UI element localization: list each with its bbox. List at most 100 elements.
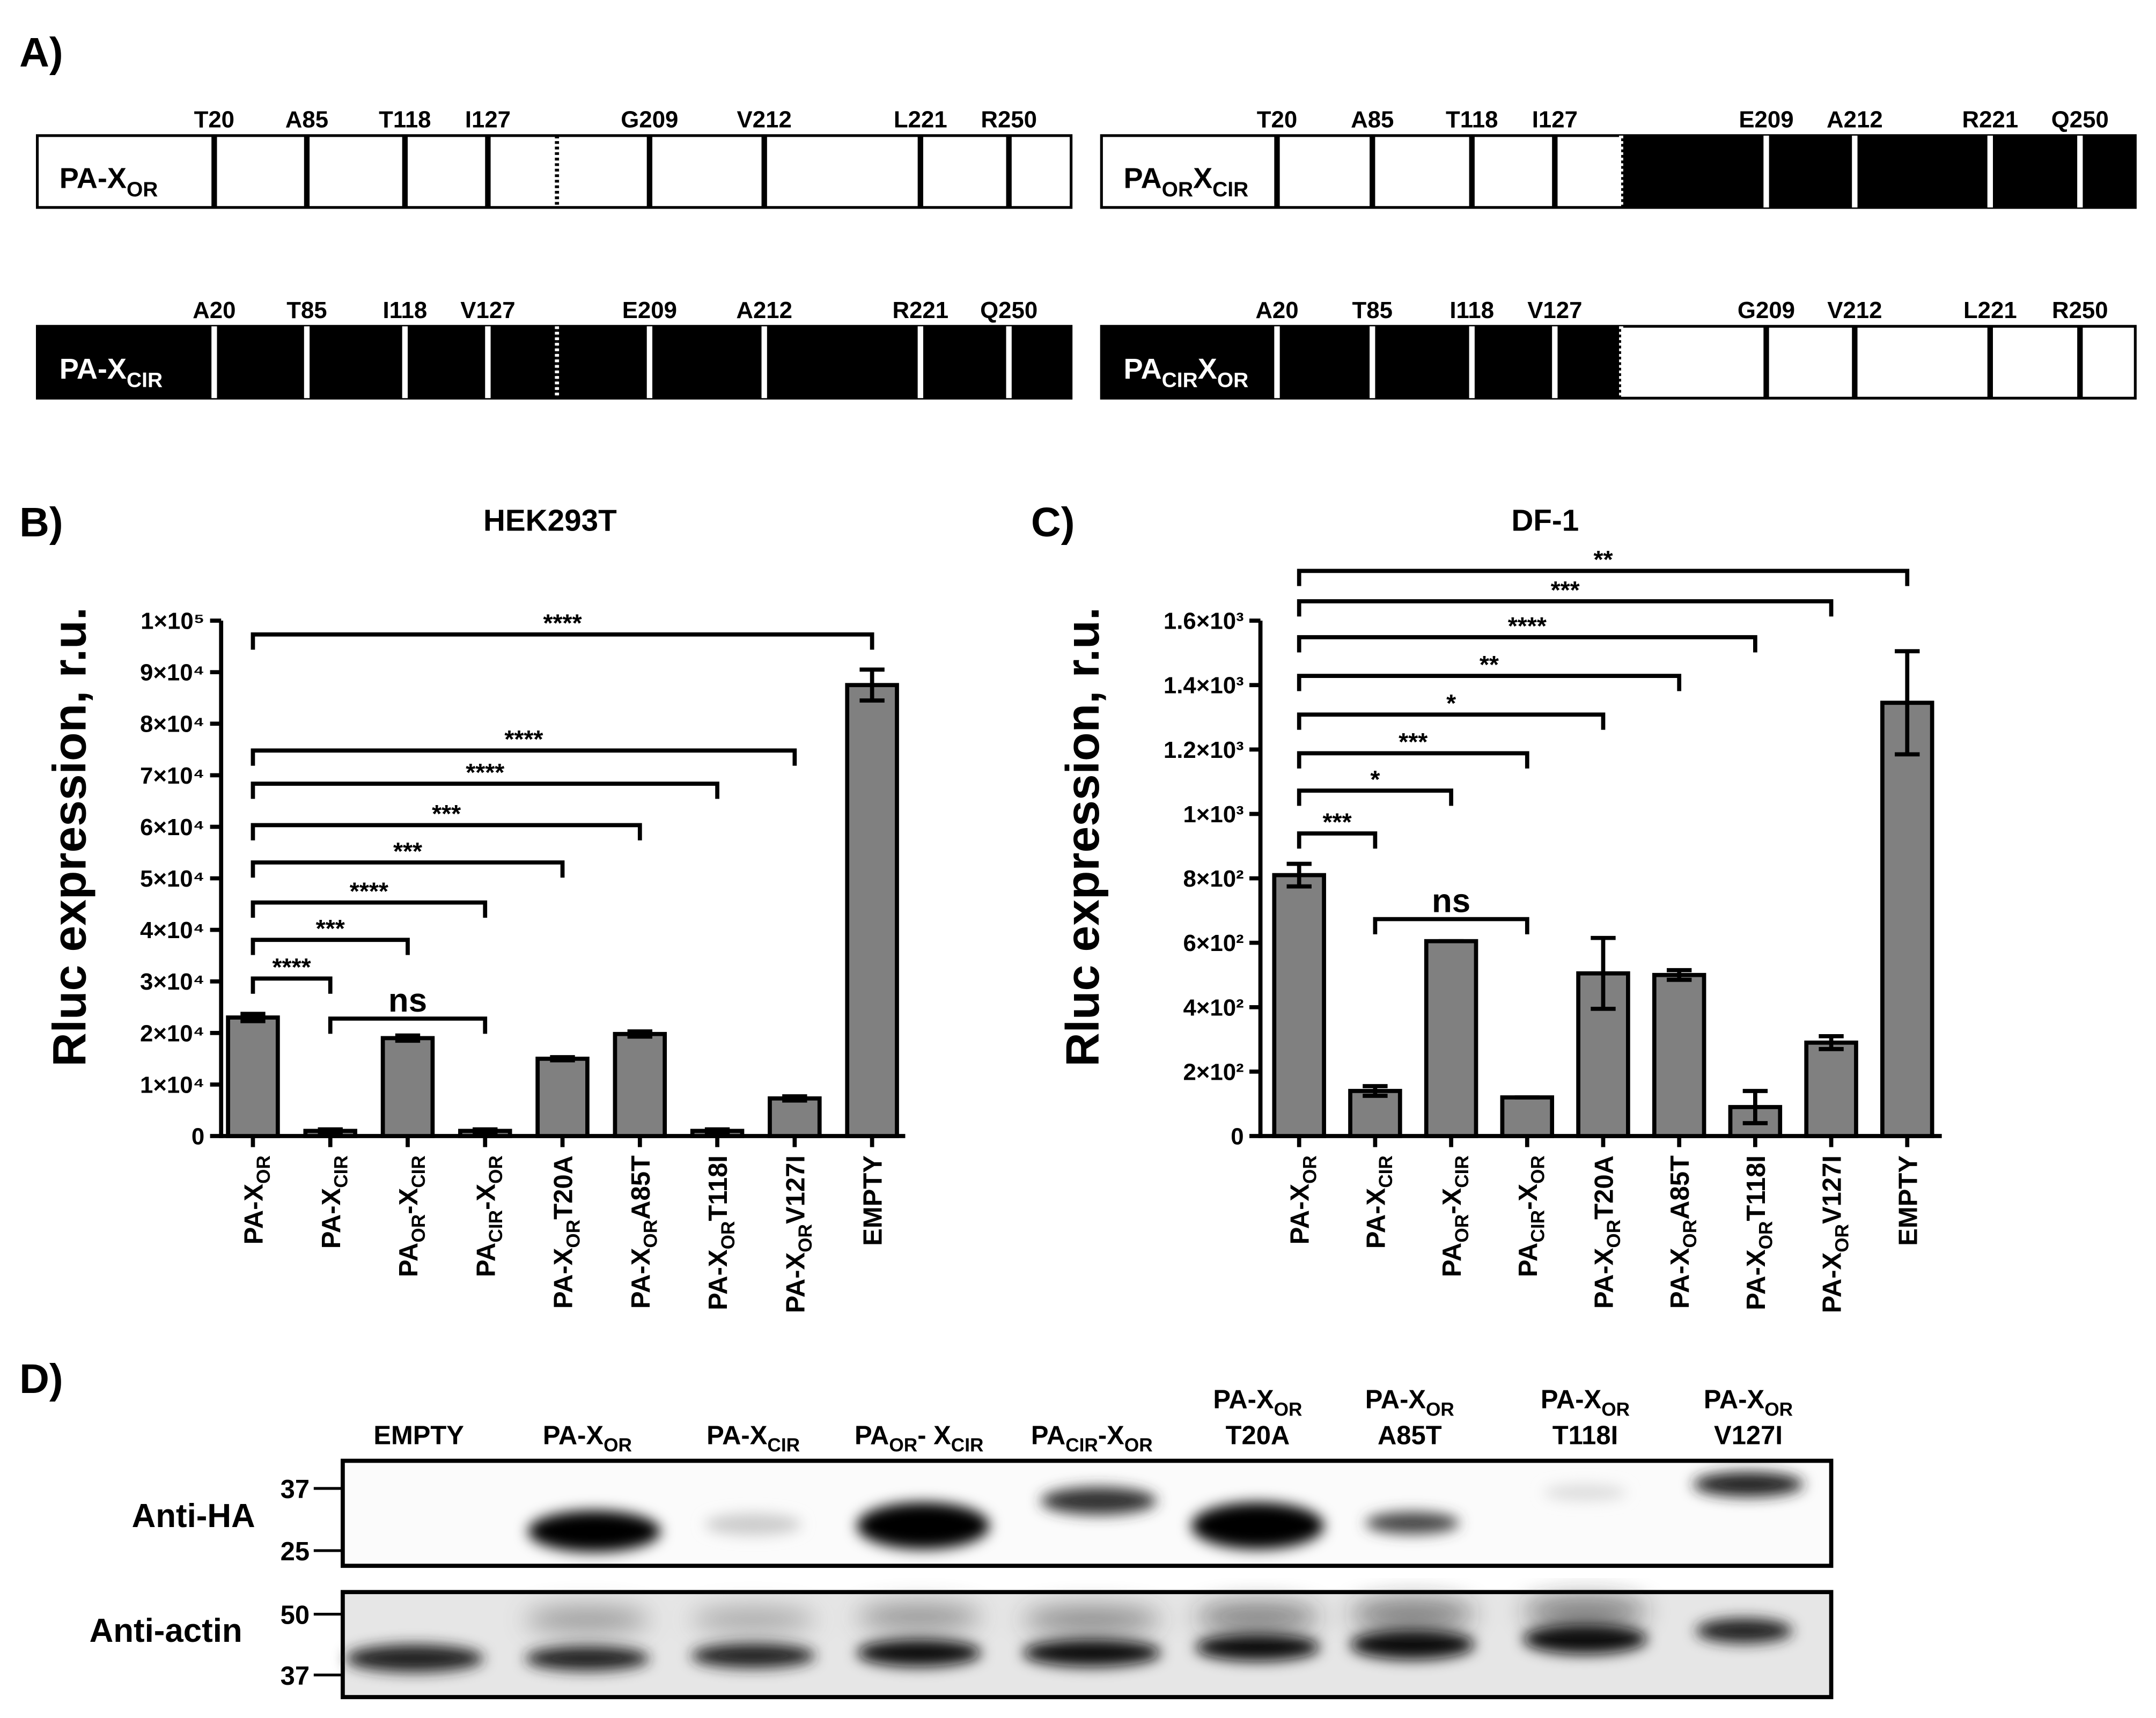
text-part: T118I	[1552, 1421, 1618, 1450]
text-part: PA-X	[60, 163, 127, 195]
band	[691, 1609, 816, 1631]
text-part: PA-X	[60, 353, 127, 385]
significance-label: ****	[1508, 612, 1547, 640]
text-part: PA-X	[1286, 1184, 1315, 1245]
mutation-label: T85	[1352, 297, 1393, 323]
x-tick-label: PAOR-XCIR	[1438, 1155, 1473, 1277]
lane-label: PA-XOR	[1541, 1385, 1630, 1420]
y-tick-label: 2×10²	[1183, 1059, 1243, 1085]
lane-label: T118I	[1552, 1421, 1618, 1450]
y-tick-label: 2×10⁴	[140, 1020, 204, 1046]
mutation-label: Q250	[980, 297, 1037, 323]
text-part: X	[1198, 353, 1217, 385]
band	[704, 1513, 802, 1536]
text-part: OR	[1603, 1220, 1624, 1248]
panel-letter: B)	[19, 499, 63, 545]
significance-label: ns	[1432, 883, 1470, 920]
text-part: CIR	[767, 1435, 800, 1456]
mutation-label: G209	[621, 106, 678, 132]
mutation-label: A85	[1351, 106, 1394, 132]
lane-label: PA-XOR	[543, 1421, 632, 1456]
y-axis-label: Rluc expression, r.u.	[1056, 607, 1109, 1067]
text-part: PA	[472, 1243, 501, 1277]
error-bar	[395, 1033, 421, 1043]
text-part: PA	[1514, 1243, 1543, 1277]
x-tick-label: PAOR-XCIR	[394, 1155, 429, 1277]
construct-name: PA-XCIR	[60, 353, 163, 392]
segment	[557, 326, 1071, 399]
size-marker: 25	[281, 1537, 310, 1566]
text-part: EMPTY	[859, 1155, 888, 1246]
band	[691, 1643, 816, 1668]
y-tick-label: 1×10⁵	[141, 608, 204, 635]
text-part: PA	[1124, 353, 1162, 385]
lane-label: PAOR- XCIR	[855, 1421, 983, 1456]
y-tick-label: 5×10⁴	[140, 866, 204, 892]
row-label: Anti-actin	[90, 1612, 242, 1649]
text-part: OR	[641, 1220, 661, 1248]
y-tick-label: 1×10³	[1183, 801, 1243, 828]
text-part: PA-X	[1666, 1248, 1695, 1309]
significance-bracket	[1297, 569, 1910, 586]
error-bar	[1895, 649, 1920, 757]
significance-bracket	[251, 632, 874, 650]
error-bar	[627, 1029, 653, 1039]
band	[525, 1607, 650, 1632]
band	[1543, 1484, 1627, 1501]
text-part: OR	[1764, 1399, 1793, 1420]
significance-bracket	[251, 860, 565, 878]
text-part: T118I	[704, 1155, 733, 1221]
significance-bracket	[1297, 751, 1529, 769]
band	[857, 1639, 982, 1667]
mutation-label: A85	[285, 106, 328, 132]
x-tick-label: PA-XORA85T	[1666, 1155, 1701, 1309]
text-part: CIR	[408, 1155, 429, 1188]
band	[857, 1604, 982, 1629]
error-bar	[1363, 1084, 1388, 1098]
bar	[226, 1015, 280, 1138]
error-bar	[473, 1127, 498, 1135]
text-part: CIR	[1212, 178, 1248, 201]
mutation-label: E209	[622, 297, 677, 323]
y-tick-label: 8×10²	[1183, 866, 1243, 892]
panel-letter: A)	[19, 30, 63, 76]
panel-letter: D)	[19, 1356, 63, 1402]
mutation-label: T118	[379, 106, 431, 132]
text-part: OR	[1426, 1399, 1454, 1420]
x-tick-label: PA-XORT118I	[1742, 1155, 1777, 1310]
mutation-label: T85	[286, 297, 327, 323]
significance-bracket	[1297, 788, 1453, 806]
segment	[1621, 326, 2136, 399]
mutation-label: V212	[1827, 297, 1882, 323]
bands	[345, 1472, 1804, 1672]
y-tick-label: 4×10²	[1183, 994, 1243, 1021]
x-tick-label: PA-XCIR	[317, 1155, 352, 1249]
text-part: A85T	[1378, 1421, 1442, 1450]
significance-label: **	[1480, 651, 1499, 679]
x-tick-label: PA-XORA85T	[627, 1155, 661, 1309]
text-part: PA-X	[317, 1188, 346, 1249]
mutation-label: T20	[194, 106, 234, 132]
significance-bracket	[1373, 917, 1529, 934]
mutation-label: G209	[1738, 297, 1795, 323]
text-part: OR	[253, 1155, 274, 1184]
band	[345, 1645, 484, 1672]
x-tick-label: PACIR-XOR	[472, 1155, 506, 1277]
lane-label: EMPTY	[373, 1421, 464, 1450]
text-part: OR	[408, 1214, 429, 1243]
mutation-label: L221	[894, 106, 947, 132]
text-part: OR	[1680, 1220, 1701, 1248]
significance-bracket	[251, 976, 333, 994]
significance-label: ***	[1322, 808, 1351, 836]
significance-label: ***	[1399, 728, 1427, 756]
mutation-label: R250	[981, 106, 1037, 132]
x-tick-label: EMPTY	[859, 1155, 888, 1246]
text-part: -X	[472, 1184, 501, 1210]
significance-bracket	[251, 938, 410, 955]
text-part: A85T	[1666, 1155, 1695, 1220]
text-part: OR	[718, 1221, 739, 1250]
significance-label: ***	[1551, 576, 1580, 604]
significance-label: **	[1593, 545, 1613, 573]
band	[1693, 1472, 1804, 1497]
